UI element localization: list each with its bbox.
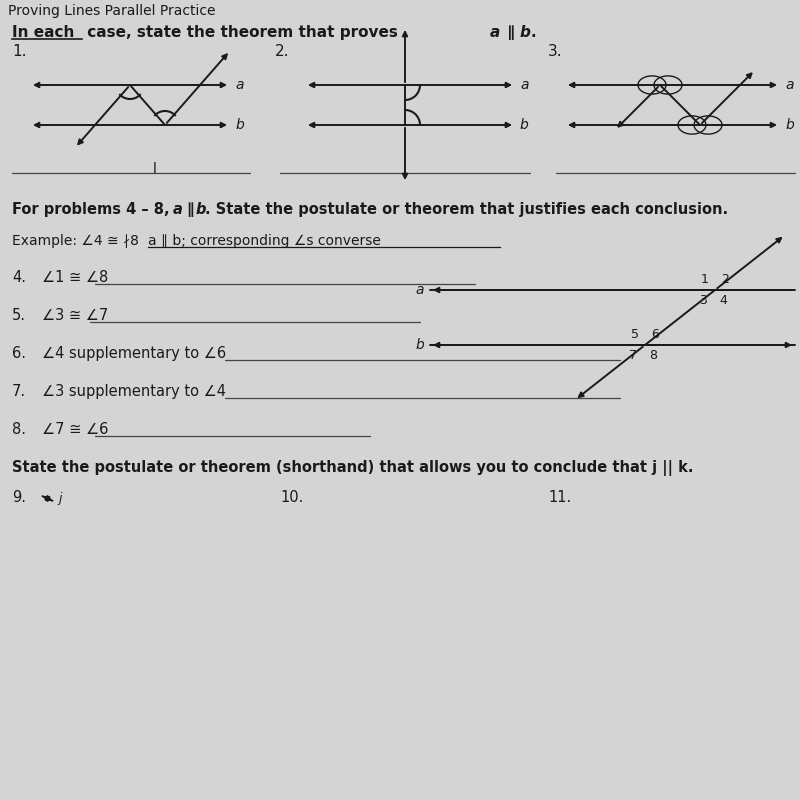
Text: b: b — [520, 118, 529, 132]
Text: 2.: 2. — [275, 44, 290, 59]
Text: Proving Lines Parallel Practice: Proving Lines Parallel Practice — [8, 4, 215, 18]
Text: . State the postulate or theorem that justifies each conclusion.: . State the postulate or theorem that ju… — [205, 202, 728, 217]
Text: a ∥ b; corresponding ∠s converse: a ∥ b; corresponding ∠s converse — [148, 234, 381, 248]
Text: 2: 2 — [721, 273, 729, 286]
Text: 4: 4 — [719, 294, 727, 307]
Text: 8.: 8. — [12, 422, 26, 437]
Text: 9.: 9. — [12, 490, 26, 505]
Text: a: a — [415, 283, 424, 297]
Text: ∠7 ≅ ∠6: ∠7 ≅ ∠6 — [42, 422, 108, 437]
Text: b: b — [785, 118, 794, 132]
Text: 5: 5 — [631, 328, 639, 341]
Text: a: a — [785, 78, 794, 92]
Text: ∠3 ≅ ∠7: ∠3 ≅ ∠7 — [42, 308, 108, 323]
Text: a: a — [520, 78, 529, 92]
Text: 7: 7 — [629, 349, 637, 362]
Text: ∠4 supplementary to ∠6: ∠4 supplementary to ∠6 — [42, 346, 226, 361]
Text: 3.: 3. — [548, 44, 562, 59]
Text: 8: 8 — [649, 349, 657, 362]
Text: a: a — [490, 25, 500, 40]
Text: case, state the theorem that proves: case, state the theorem that proves — [82, 25, 403, 40]
Text: Example: ∠4 ≅ ∤8: Example: ∠4 ≅ ∤8 — [12, 234, 148, 248]
Text: For problems 4 – 8,: For problems 4 – 8, — [12, 202, 174, 217]
Text: State the postulate or theorem (shorthand) that allows you to conclude that j ||: State the postulate or theorem (shorthan… — [12, 460, 694, 476]
Text: l: l — [153, 162, 157, 176]
Text: 6.: 6. — [12, 346, 26, 361]
Text: a: a — [235, 78, 243, 92]
Text: ∠3 supplementary to ∠4: ∠3 supplementary to ∠4 — [42, 384, 226, 399]
Text: a: a — [173, 202, 183, 217]
Text: ∥: ∥ — [502, 25, 520, 40]
Text: b: b — [415, 338, 424, 352]
Text: .: . — [530, 25, 536, 40]
Text: 1.: 1. — [12, 44, 26, 59]
Text: 1: 1 — [701, 273, 709, 286]
Text: 11.: 11. — [548, 490, 571, 505]
Text: 7.: 7. — [12, 384, 26, 399]
Text: j: j — [58, 492, 62, 505]
Text: b: b — [196, 202, 206, 217]
Text: In each: In each — [12, 25, 74, 40]
Text: ∠1 ≅ ∠8: ∠1 ≅ ∠8 — [42, 270, 108, 285]
Text: 10.: 10. — [280, 490, 303, 505]
Text: 3: 3 — [699, 294, 707, 307]
Text: b: b — [235, 118, 244, 132]
Text: b: b — [520, 25, 531, 40]
Text: 4.: 4. — [12, 270, 26, 285]
Text: 6: 6 — [651, 328, 659, 341]
Text: ∥: ∥ — [182, 202, 200, 217]
Text: 5.: 5. — [12, 308, 26, 323]
